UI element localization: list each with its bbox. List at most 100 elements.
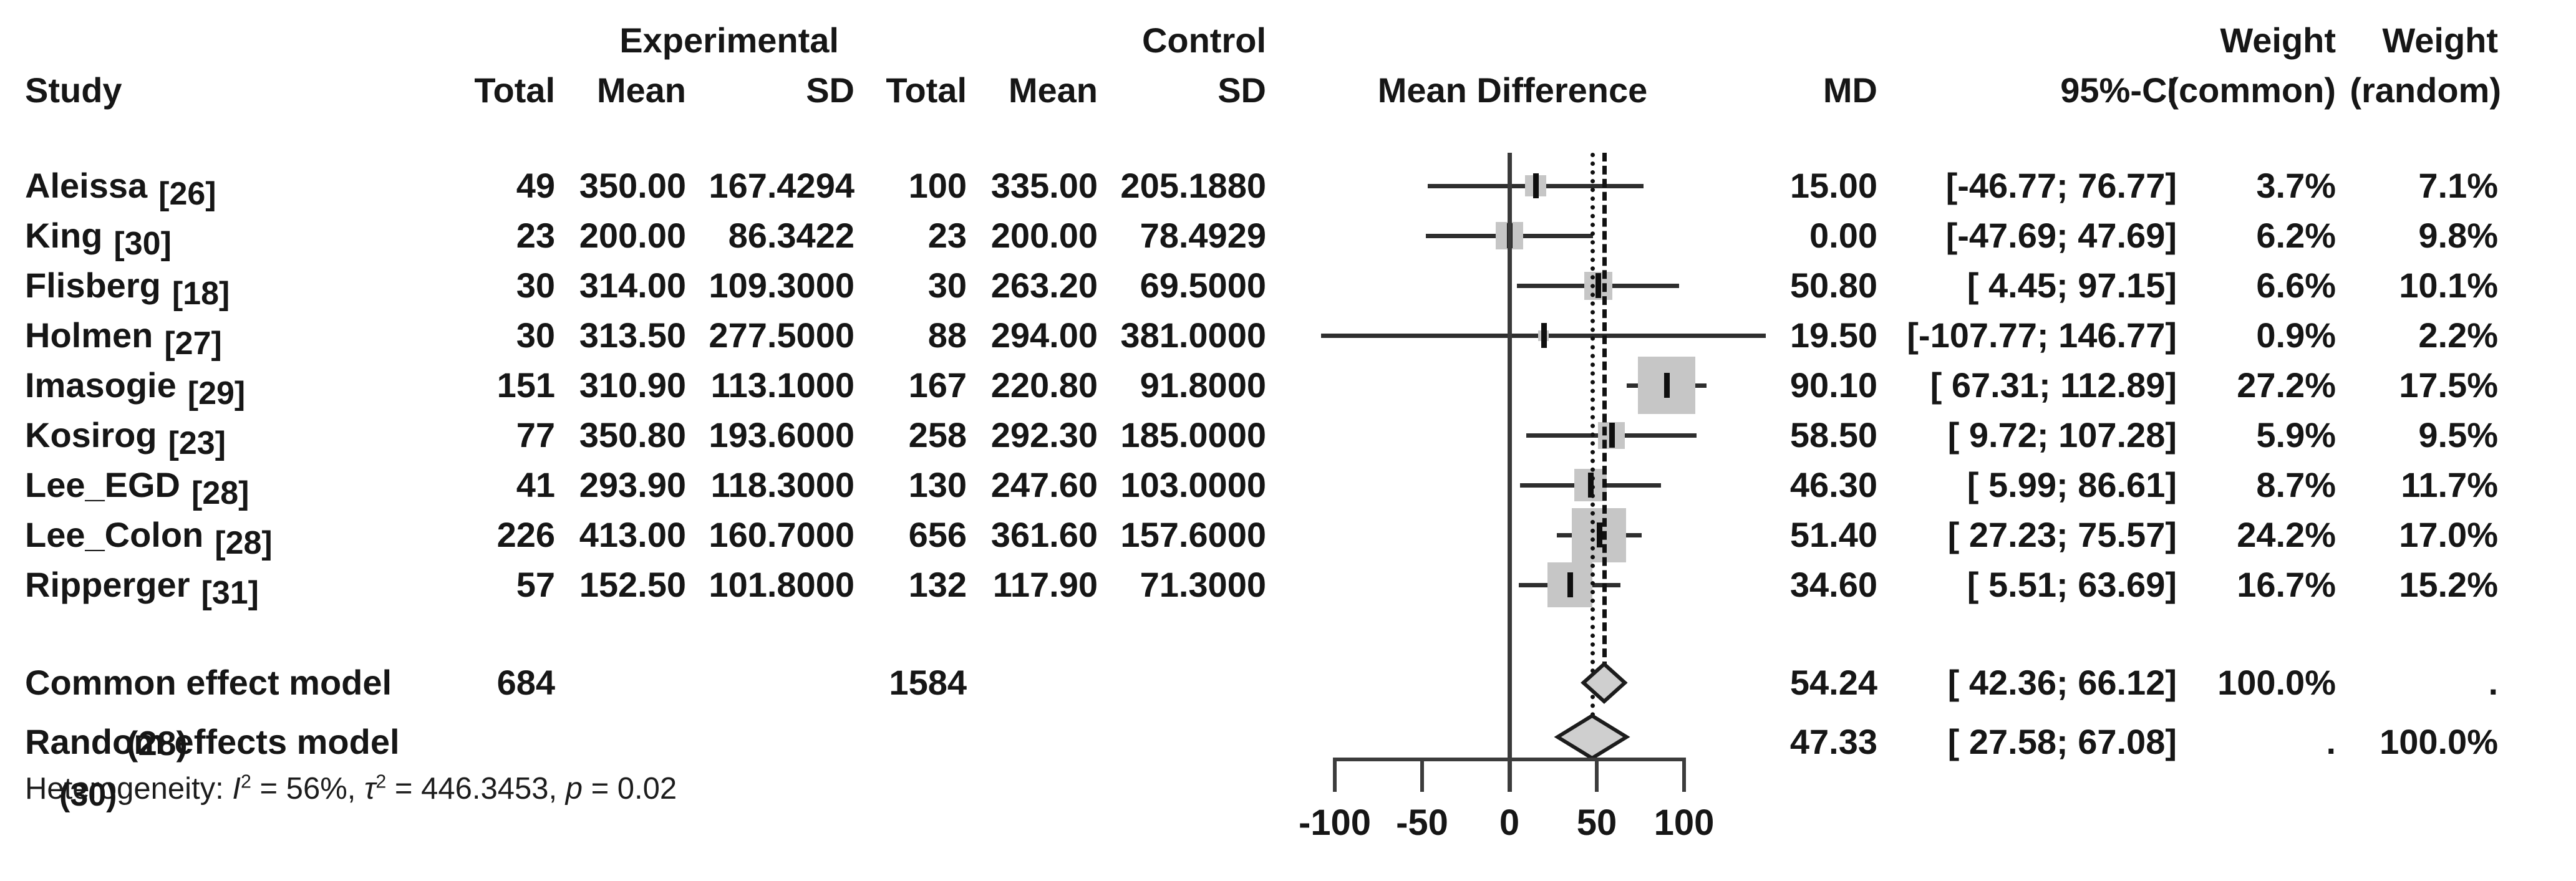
exp-total-value: 23 <box>516 216 555 255</box>
study-reference: [29] <box>187 375 246 412</box>
md-value: 51.40 <box>1789 515 1877 554</box>
ctrl-total-value: 100 <box>908 166 967 205</box>
header-exp-sd: SD <box>806 70 855 110</box>
md-value: 46.30 <box>1789 465 1877 504</box>
weight-random-value: 9.5% <box>2418 415 2498 455</box>
study-label: King [30] <box>25 211 374 262</box>
ctrl-sd-value: 185.0000 <box>1120 415 1266 455</box>
x-axis-tick <box>1333 758 1337 792</box>
x-axis-tick <box>1420 758 1424 792</box>
effect-point-tick <box>1609 423 1615 448</box>
ctrl-mean-value: 263.20 <box>990 266 1098 305</box>
tau-squared-sup: 2 <box>375 771 387 792</box>
ctrl-sd-value: 157.6000 <box>1120 515 1266 554</box>
exp-mean-value: 413.00 <box>579 515 686 554</box>
weight-common-value: 27.2% <box>2237 365 2336 405</box>
study-name: Imasogie <box>25 365 177 405</box>
exp-mean-value: 350.80 <box>579 415 686 455</box>
ctrl-total-value: 130 <box>908 465 967 504</box>
header-weight-random-line1: Weight <box>2382 21 2498 60</box>
weight-random-value: 17.5% <box>2399 365 2498 405</box>
x-axis-tick-label: -100 <box>1298 802 1372 843</box>
ci-value: [ 9.72; 107.28] <box>1947 415 2177 455</box>
ci-value: [ 67.31; 112.89] <box>1930 365 2177 405</box>
weight-common-value: 0.9% <box>2256 315 2336 355</box>
overlay-ref-28: (28) <box>127 724 188 763</box>
x-axis-tick <box>1508 758 1511 792</box>
p-symbol: p <box>565 772 583 806</box>
ctrl-total-value: 23 <box>927 216 967 255</box>
study-label: Lee_EGD [28] <box>25 460 374 511</box>
exp-mean-value: 293.90 <box>579 465 686 504</box>
exp-mean-value: 152.50 <box>579 565 686 604</box>
i-squared-symbol: I <box>232 772 241 806</box>
exp-total-value: 30 <box>516 315 555 355</box>
effect-point-tick <box>1664 373 1670 398</box>
study-name: Ripperger <box>25 565 190 604</box>
study-reference: [28] <box>215 525 273 561</box>
study-label: Holmen [27] <box>25 311 374 362</box>
md-value: 34.60 <box>1789 565 1877 604</box>
weight-common-value: 6.2% <box>2256 216 2336 255</box>
header-group-experimental: Experimental <box>619 21 839 60</box>
exp-total-value: 57 <box>516 565 555 604</box>
exp-total-value: 49 <box>516 166 555 205</box>
exp-sd-value: 118.3000 <box>710 465 855 504</box>
weight-common-value: 3.7% <box>2256 166 2336 205</box>
ctrl-total-value: 167 <box>908 365 967 405</box>
study-label: Ripperger [31] <box>25 560 374 611</box>
common-effect-line <box>1602 153 1607 670</box>
ctrl-mean-value: 247.60 <box>990 465 1098 504</box>
study-name: Flisberg <box>25 266 161 305</box>
ctrl-sd-value: 69.5000 <box>1140 266 1266 305</box>
ci-value: [ 5.51; 63.69] <box>1967 565 2177 604</box>
ctrl-mean-value: 200.00 <box>990 216 1098 255</box>
effect-point-tick <box>1595 273 1602 298</box>
x-axis-tick-label: 100 <box>1654 802 1715 843</box>
md-value: 90.10 <box>1789 365 1877 405</box>
header-ctrl-sd: SD <box>1218 70 1266 110</box>
study-name: Kosirog <box>25 415 157 455</box>
exp-sd-value: 86.3422 <box>728 216 855 255</box>
ctrl-sd-value: 103.0000 <box>1120 465 1266 504</box>
study-reference: [28] <box>191 475 249 511</box>
summary-diamond-common <box>1581 661 1628 705</box>
heterogeneity-note: Heterogeneity: I2 = 56%, τ2 = 446.3453, … <box>25 764 1148 814</box>
header-weight-random-line2: (random) <box>2350 70 2501 110</box>
weight-common-value: 6.6% <box>2256 266 2336 305</box>
heterogeneity-label: Heterogeneity: <box>25 772 233 806</box>
weight-random-value: 11.7% <box>2401 465 2498 504</box>
exp-total-value: 151 <box>496 365 555 405</box>
md-value: 15.00 <box>1789 166 1877 205</box>
exp-mean-value: 313.50 <box>579 315 686 355</box>
md-value: 50.80 <box>1789 266 1877 305</box>
summary-random-md: 47.33 <box>1789 722 1877 761</box>
summary-random-weight-common: . <box>2326 722 2336 761</box>
ctrl-total-value: 258 <box>908 415 967 455</box>
exp-sd-value: 109.3000 <box>709 266 855 305</box>
effect-point-tick <box>1533 173 1539 198</box>
md-value: 0.00 <box>1809 216 1877 255</box>
md-value: 58.50 <box>1789 415 1877 455</box>
header-weight-common-line2: (common) <box>2167 70 2336 110</box>
ctrl-sd-value: 381.0000 <box>1120 315 1266 355</box>
effect-point-tick <box>1567 572 1573 597</box>
weight-random-value: 9.8% <box>2418 216 2498 255</box>
summary-random-ci: [ 27.58; 67.08] <box>1947 722 2177 761</box>
ctrl-total-value: 88 <box>927 315 967 355</box>
x-axis-tick <box>1682 758 1686 792</box>
x-axis-tick <box>1595 758 1599 792</box>
summary-common-ctrl-total: 1584 <box>889 663 967 702</box>
weight-random-value: 7.1% <box>2418 166 2498 205</box>
md-value: 19.50 <box>1789 315 1877 355</box>
x-axis-tick-label: 0 <box>1499 802 1520 843</box>
header-exp-mean: Mean <box>596 70 686 110</box>
x-axis-tick-label: -50 <box>1396 802 1448 843</box>
exp-sd-value: 101.8000 <box>709 565 855 604</box>
header-ci: 95%-CI <box>2060 70 2177 110</box>
study-reference: [30] <box>114 226 172 262</box>
summary-common-weight-common: 100.0% <box>2217 663 2336 702</box>
study-name: Holmen <box>25 315 153 355</box>
summary-diamond-random <box>1554 713 1630 761</box>
header-mean-difference: Mean Difference <box>1377 70 1648 110</box>
